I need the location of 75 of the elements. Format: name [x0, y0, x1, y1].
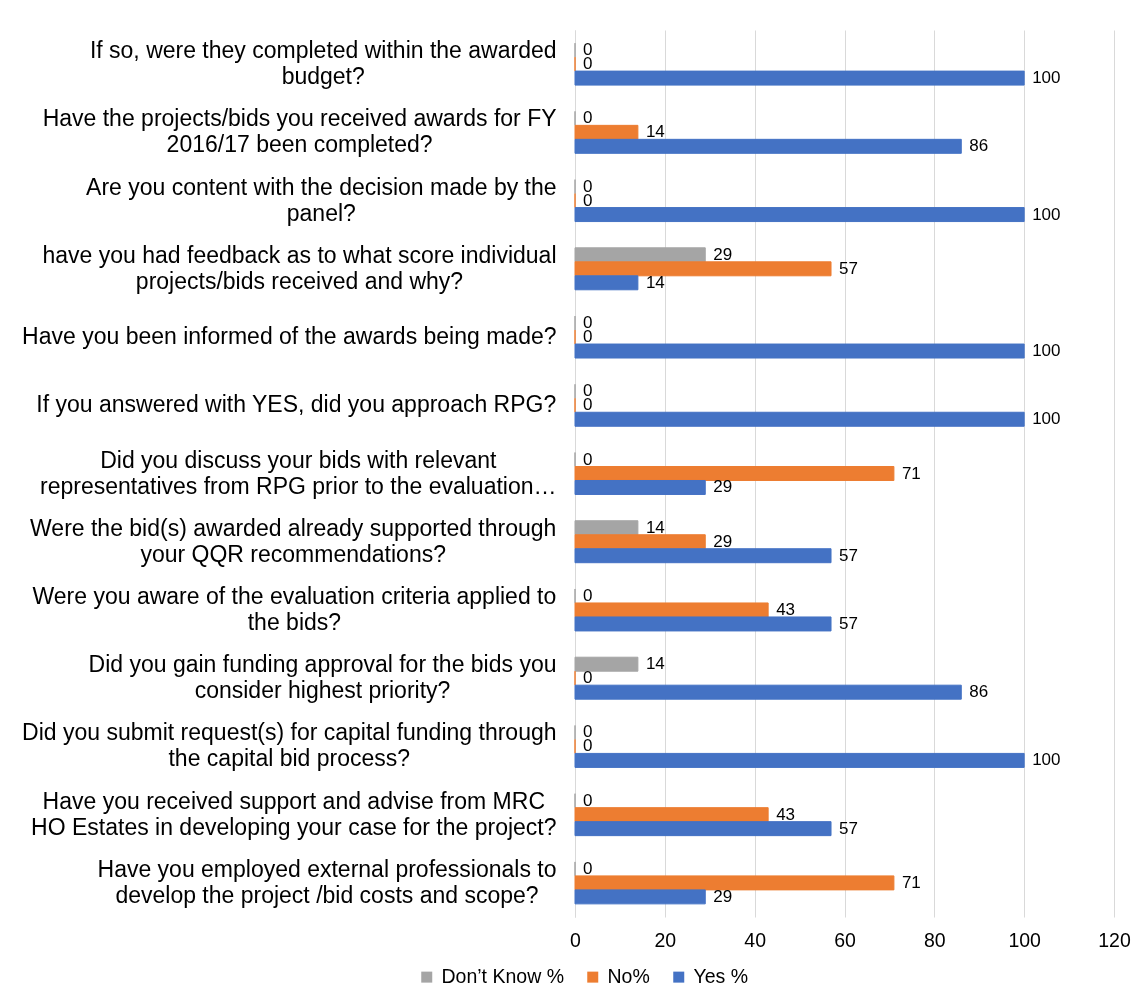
bar — [574, 124, 639, 140]
y-tick-label: Did you discuss your bids with relevant representatives from RPG prior to the evaluation… — [40, 446, 557, 499]
y-tick-label: have you had feedback as to what score individual projects/bids received and why? — [42, 241, 557, 294]
data-label: 29 — [713, 886, 733, 906]
y-tick-label: Have you been informed of the awards being made? — [22, 323, 557, 350]
data-label: 14 — [645, 122, 665, 142]
y-tick-label: Have you received support and advise from MRC HO Estates in developing your case for the project? — [31, 787, 557, 840]
bar — [574, 616, 832, 632]
data-label: 57 — [839, 545, 858, 565]
data-label: 0 — [583, 790, 593, 810]
data-label: 57 — [839, 613, 858, 633]
data-label: 100 — [1032, 68, 1061, 88]
bar — [574, 602, 769, 618]
data-label: 0 — [583, 108, 593, 128]
y-tick-label: Have you employed external professionals to develop the project /bid costs and scope? — [97, 855, 557, 908]
bar — [574, 534, 706, 550]
data-label: 0 — [583, 858, 593, 878]
x-tick-label: 120 — [1098, 928, 1131, 951]
bar — [574, 138, 962, 154]
bar — [574, 261, 832, 277]
data-label: 14 — [645, 654, 665, 674]
legend-label: No% — [607, 965, 650, 988]
bar — [574, 275, 639, 291]
data-label: 14 — [645, 272, 665, 292]
data-label: 100 — [1032, 204, 1061, 224]
legend-label: Yes % — [693, 965, 749, 988]
y-tick-label: Were you aware of the evaluation criteria applied to the bids? — [32, 582, 557, 635]
data-label: 100 — [1032, 341, 1061, 361]
legend-label: Don’t Know % — [441, 965, 564, 988]
data-label: 43 — [776, 599, 796, 619]
bar — [574, 656, 639, 672]
data-label: 0 — [583, 585, 593, 605]
y-tick-label: Did you gain funding approval for the bids you consider highest priority? — [88, 651, 557, 704]
data-label: 0 — [583, 449, 593, 469]
x-tick-label: 0 — [570, 928, 582, 951]
data-label: 57 — [839, 258, 858, 278]
y-tick-label: Did you submit request(s) for capital funding through the capital bid process? — [22, 719, 557, 772]
x-tick-label: 80 — [923, 928, 946, 951]
bar — [574, 752, 1025, 768]
bar — [574, 466, 895, 481]
bar — [574, 684, 962, 700]
y-tick-label: If you answered with YES, did you approach RPG? — [36, 391, 557, 418]
x-tick-label: 20 — [654, 928, 677, 951]
x-tick-label: 40 — [744, 928, 767, 951]
data-label: 29 — [713, 531, 733, 551]
y-tick-label: Were the bid(s) awarded already supported through your QQR recommendations? — [30, 514, 557, 567]
data-label: 57 — [839, 818, 858, 838]
y-tick-label: Are you content with the decision made by the panel? — [86, 173, 557, 226]
data-label: 43 — [776, 804, 796, 824]
bar — [574, 343, 1025, 359]
data-label: 100 — [1032, 409, 1061, 429]
bar — [574, 875, 895, 891]
data-label: 0 — [583, 668, 593, 688]
x-tick-label: 100 — [1008, 928, 1042, 951]
data-label: 86 — [969, 136, 989, 156]
bar — [574, 207, 1025, 223]
y-tick-label: If so, were they completed within the awarded budget? — [89, 37, 557, 90]
data-label: 100 — [1032, 750, 1061, 770]
data-label: 29 — [713, 477, 733, 497]
data-label: 14 — [645, 517, 665, 537]
data-label: 86 — [969, 682, 989, 702]
bar — [574, 889, 706, 905]
bar — [574, 479, 706, 495]
y-tick-label: Have the projects/bids you received awards for FY 2016/17 been completed? — [42, 105, 557, 158]
data-label: 71 — [901, 872, 921, 892]
data-label: 29 — [713, 244, 733, 264]
bar — [574, 411, 1025, 427]
bar — [574, 807, 769, 823]
bar — [574, 520, 639, 536]
data-label: 71 — [901, 463, 921, 483]
bar — [574, 247, 706, 263]
bar — [574, 70, 1025, 86]
bar — [574, 821, 832, 837]
x-tick-label: 60 — [834, 928, 856, 951]
bar — [574, 548, 832, 564]
